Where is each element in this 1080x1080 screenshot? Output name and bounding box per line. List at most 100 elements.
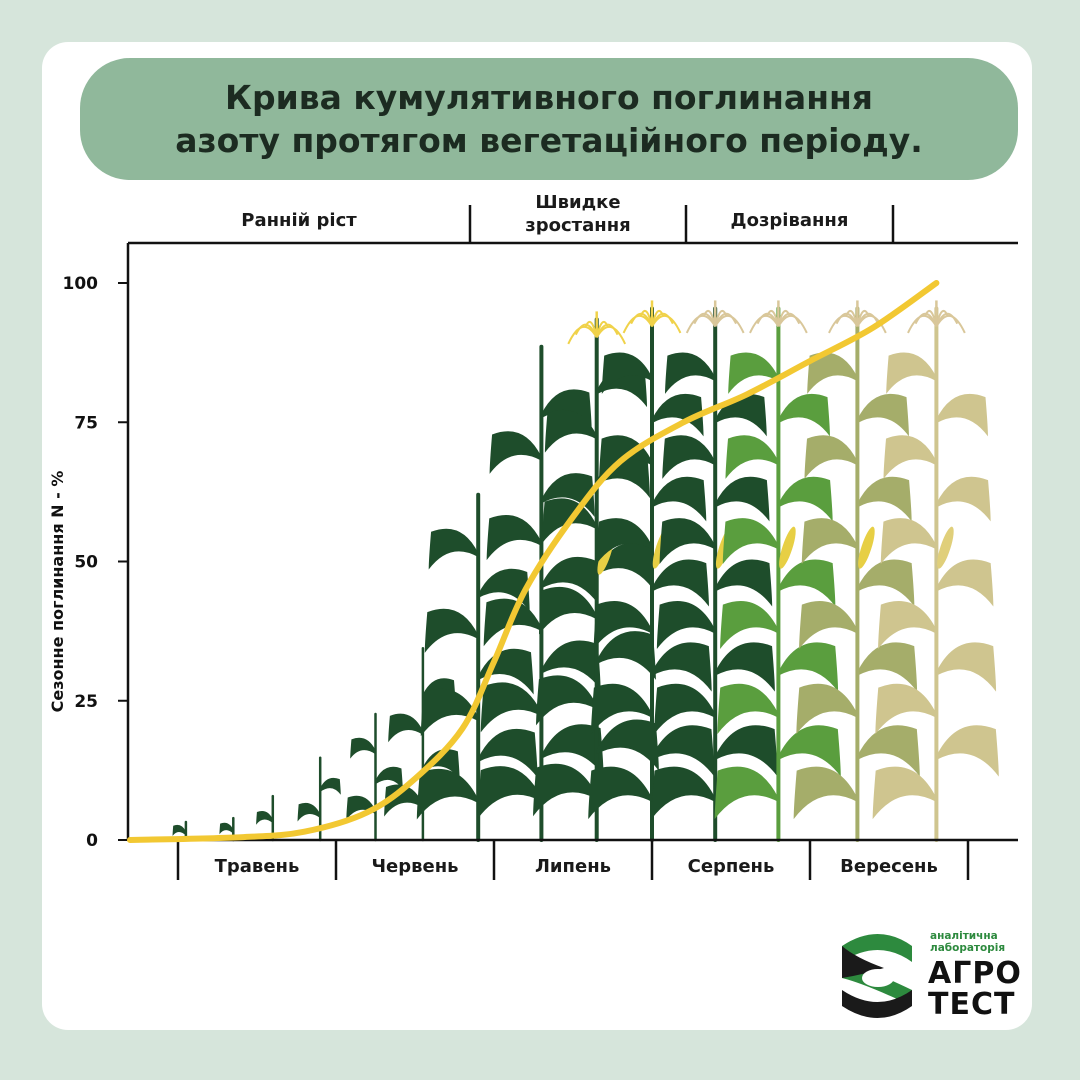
corn-tassel-branch	[777, 315, 808, 334]
corn-tassel-branch	[714, 315, 745, 334]
corn-leaf	[662, 435, 716, 479]
corn-leaf	[478, 568, 530, 612]
corn-leaf	[256, 810, 273, 825]
corn-leaf	[807, 352, 858, 394]
title-line-2: азоту протягом вегетаційного періоду.	[175, 121, 923, 160]
corn-leaf	[715, 725, 778, 777]
corn-leaf	[878, 600, 937, 650]
corn-leaf	[875, 683, 937, 735]
corn-leaf	[297, 802, 321, 822]
corn-cob	[937, 526, 954, 569]
corn-leaf	[544, 409, 597, 453]
corn-leaf	[486, 514, 542, 561]
corn-leaf	[799, 600, 858, 650]
corn-leaf	[714, 766, 779, 820]
corn-leaf	[593, 600, 652, 650]
corn-leaf	[424, 608, 479, 653]
corn-leaf	[654, 683, 716, 735]
corn-leaf	[596, 631, 656, 680]
corn-leaf	[538, 586, 597, 635]
corn-leaf	[728, 352, 779, 394]
nitrogen-uptake-curve	[127, 280, 940, 843]
agrotest-logo-icon	[842, 934, 912, 1018]
brand-name-line-2: ТЕСТ	[928, 987, 1016, 1022]
corn-leaf	[652, 642, 712, 692]
corn-leaf	[936, 559, 994, 607]
corn-leaf	[857, 559, 915, 607]
chart-axes: 0 25 50 75 100 Сезонне поглинання N - % Травен…	[48, 192, 1018, 880]
corn-tassel-branch	[856, 315, 887, 334]
corn-plant	[588, 300, 715, 842]
corn-leaf	[652, 393, 704, 437]
title-line-1: Крива кумулятивного поглинання	[225, 78, 873, 117]
corn-leaf	[416, 768, 479, 820]
corn-leaf	[541, 556, 598, 604]
corn-leaf	[715, 476, 770, 522]
y-tick-label: 25	[74, 692, 98, 712]
brand-name-line-1: АГРО	[928, 956, 1022, 991]
corn-leaf	[886, 352, 937, 394]
corn-leaf	[541, 724, 604, 776]
corn-leaf	[320, 777, 341, 795]
corn-tassel-branch	[651, 315, 682, 334]
corn-leaf	[652, 559, 709, 607]
month-label: Вересень	[840, 856, 938, 877]
corn-leaf	[652, 476, 707, 522]
corn-plant	[872, 300, 999, 842]
corn-plant	[477, 344, 604, 842]
corn-leaf	[536, 675, 597, 726]
corn-leaf	[346, 795, 376, 820]
y-tick-label: 100	[63, 274, 99, 294]
month-label: Травень	[215, 856, 300, 877]
corn-plant	[714, 300, 841, 842]
month-label: Червень	[371, 856, 458, 877]
corn-leaf	[793, 766, 858, 820]
corn-cob	[779, 526, 796, 569]
brand-subtitle-line-2: лабораторія	[930, 942, 1006, 954]
corn-leaf	[375, 766, 403, 790]
corn-leaf	[601, 352, 652, 394]
corn-leaf	[725, 435, 779, 479]
corn-leaf	[722, 518, 779, 564]
corn-leaf	[422, 749, 460, 780]
corn-cob	[858, 526, 875, 569]
corn-leaf	[936, 725, 999, 777]
corn-leaf	[350, 737, 376, 759]
corn-leaf	[715, 559, 773, 607]
corn-leaf	[541, 473, 595, 517]
stage-label: Дозрівання	[731, 210, 849, 231]
corn-leaf	[857, 393, 909, 437]
corn-leaf	[420, 688, 479, 737]
corn-leaf	[652, 725, 715, 777]
corn-leaf	[936, 476, 991, 522]
corn-leaf	[651, 766, 716, 820]
corn-leaf	[596, 518, 652, 564]
corn-leaf	[588, 766, 652, 820]
corn-leaf	[541, 640, 601, 690]
y-tick-label: 0	[86, 831, 98, 851]
corn-leaf	[778, 725, 841, 777]
brand-subtitle: аналітична лабораторія	[930, 930, 1005, 954]
corn-leaf	[804, 435, 858, 479]
corn-leaf	[778, 476, 833, 522]
corn-leaf	[715, 642, 775, 692]
corn-leaf	[659, 518, 716, 564]
corn-leaf	[720, 600, 779, 650]
corn-leaf	[883, 435, 937, 479]
corn-leaf	[172, 824, 186, 836]
corn-leaf	[596, 719, 659, 771]
corn-tassel-branch	[595, 326, 627, 345]
corn-plant	[651, 300, 778, 842]
corn-leaf	[801, 518, 858, 564]
stage-label: Швидке	[535, 192, 620, 213]
corn-leaf	[388, 713, 423, 743]
corn-leaf	[478, 728, 538, 778]
stage-label: зростання	[525, 215, 630, 236]
corn-leaf	[872, 766, 937, 820]
brand-subtitle-line-1: аналітична	[930, 930, 998, 942]
corn-leaf	[778, 642, 839, 692]
corn-leaf	[665, 352, 716, 394]
corn-leaf	[533, 763, 597, 817]
corn-plants	[172, 300, 999, 842]
